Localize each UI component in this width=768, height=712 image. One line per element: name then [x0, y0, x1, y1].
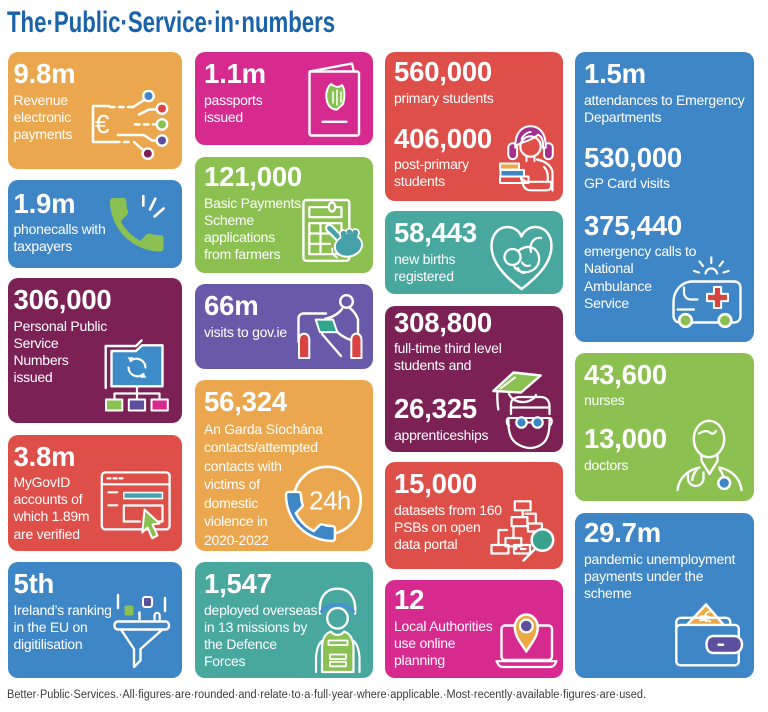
svg-text:24h: 24h — [309, 486, 351, 516]
svg-text:€: € — [95, 109, 110, 139]
